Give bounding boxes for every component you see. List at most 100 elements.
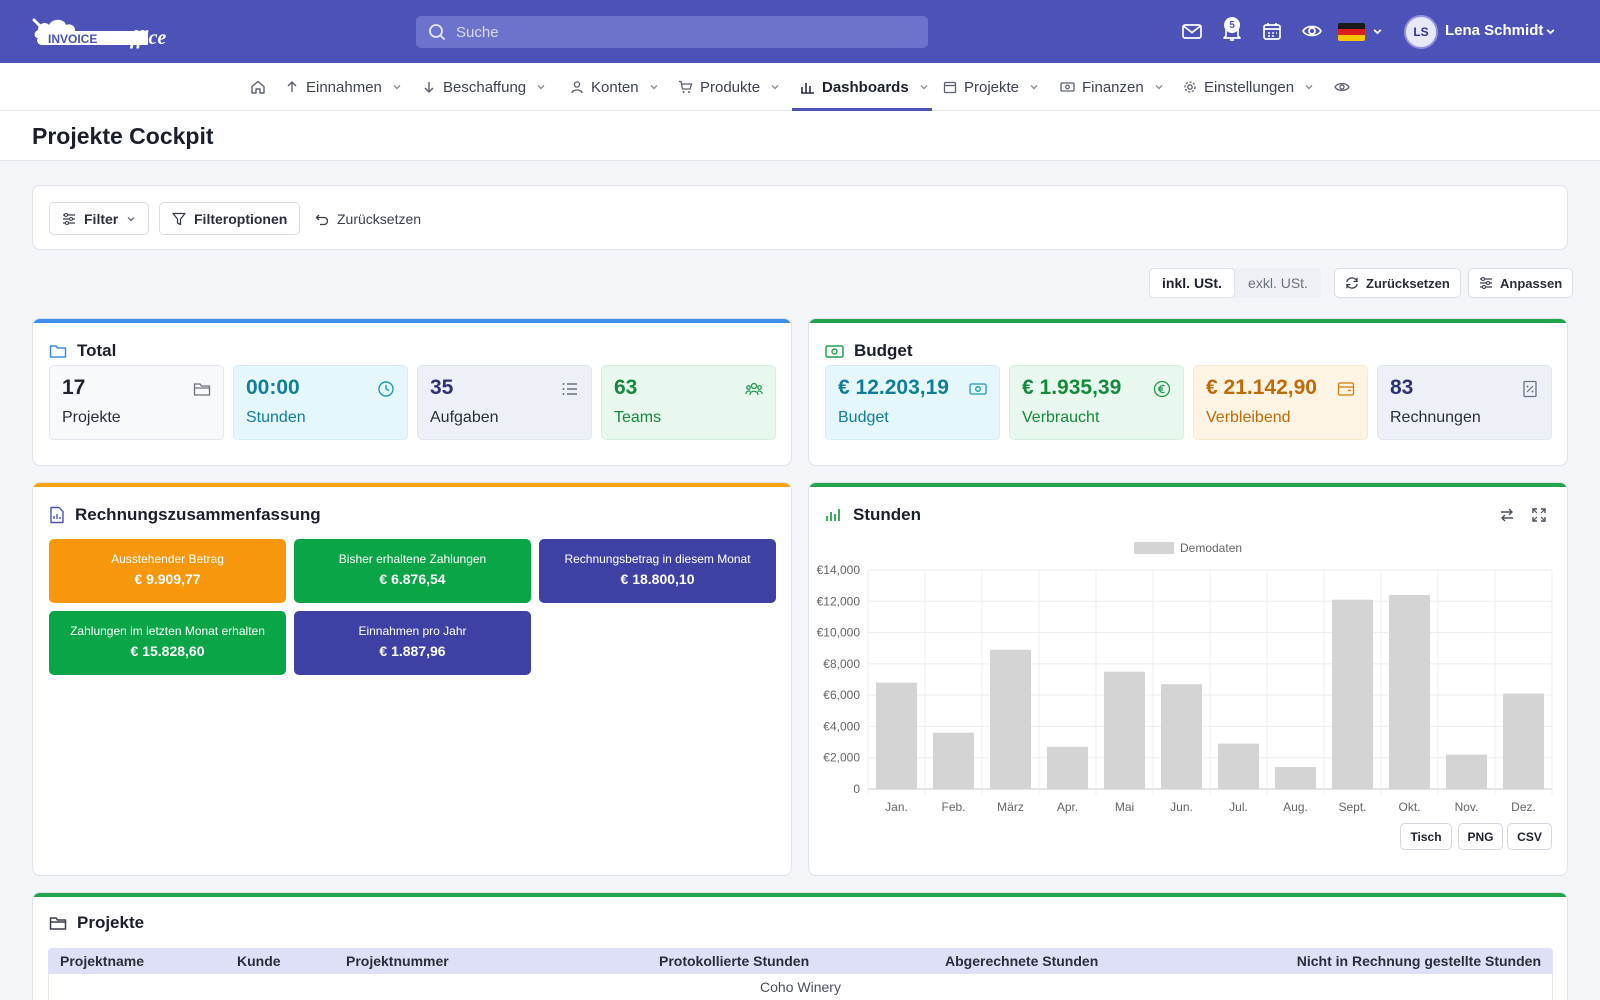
search-box[interactable] [416, 16, 928, 48]
hours-chart-card: Stunden [808, 482, 1568, 876]
table-row[interactable]: Coho Winery [48, 974, 1553, 1000]
incl-vat-option[interactable]: inkl. USt. [1149, 268, 1235, 298]
nav-produkte[interactable]: Produkte [678, 63, 780, 111]
summary-last-month[interactable]: Zahlungen im letzten Monat erhalten € 15… [49, 611, 286, 675]
chart-png-button[interactable]: PNG [1458, 823, 1503, 850]
document-icon [50, 506, 64, 524]
stat-value: 00:00 [246, 376, 300, 399]
summary-label: Rechnungsbetrag in diesem Monat [564, 552, 751, 566]
calendar-icon[interactable] [1261, 20, 1283, 42]
column-header[interactable]: Nicht in Rechnung gestellte Stunden [1296, 953, 1541, 969]
chart-bar[interactable] [932, 732, 975, 789]
legend-label[interactable]: Demodaten [1180, 541, 1242, 555]
search-input[interactable] [456, 23, 896, 41]
chart-bar[interactable] [1388, 595, 1431, 789]
gear-icon [1184, 81, 1196, 93]
nav-visibility[interactable] [1334, 63, 1350, 111]
chart-bar[interactable] [1217, 743, 1260, 789]
avatar[interactable]: LS [1404, 15, 1438, 49]
chevron-down-icon [650, 85, 658, 90]
dashboard-reset-button[interactable]: Zurücksetzen [1334, 268, 1461, 298]
chart-bar[interactable] [1160, 684, 1203, 789]
dashboard-reset-label: Zurücksetzen [1366, 275, 1450, 291]
chart-table-button[interactable]: Tisch [1400, 823, 1452, 850]
x-tick-label: Aug. [1283, 800, 1308, 814]
filter-options-label: Filteroptionen [194, 210, 288, 227]
summary-this-month[interactable]: Rechnungsbetrag in diesem Monat € 18.800… [539, 539, 776, 603]
fullscreen-icon[interactable] [1531, 507, 1547, 523]
customize-button[interactable]: Anpassen [1468, 268, 1574, 298]
x-tick-label: März [997, 800, 1024, 814]
main-nav: Einnahmen Beschaffung Konten Produkte Da… [0, 63, 1600, 111]
chart-bar[interactable] [1445, 754, 1488, 789]
summary-received[interactable]: Bisher erhaltene Zahlungen € 6.876,54 [294, 539, 531, 603]
stat-value: 35 [430, 376, 454, 399]
column-header[interactable]: Kunde [237, 953, 281, 969]
eye-icon[interactable] [1301, 20, 1323, 42]
home-icon [251, 80, 265, 94]
stat-tile-aufgaben[interactable]: 35 Aufgaben [417, 365, 592, 440]
stat-tile-teams[interactable]: 63 Teams [601, 365, 776, 440]
summary-per-year[interactable]: Einnahmen pro Jahr € 1.887,96 [294, 611, 531, 675]
stat-tile-verbraucht[interactable]: € 1.935,39 Verbraucht [1009, 365, 1184, 440]
nav-dashboards[interactable]: Dashboards [800, 63, 929, 111]
chevron-down-icon [1155, 85, 1163, 90]
y-tick-label: €14,000 [817, 563, 861, 577]
user-icon [571, 81, 583, 94]
column-header[interactable]: Projektnummer [346, 953, 449, 969]
column-header[interactable]: Abgerechnete Stunden [945, 953, 1099, 969]
clock-icon [378, 381, 394, 397]
chart-csv-button[interactable]: CSV [1507, 823, 1552, 850]
chart-bar[interactable] [875, 682, 918, 789]
filter-reset-button[interactable]: Zurücksetzen [303, 202, 434, 235]
mail-icon[interactable] [1181, 20, 1203, 42]
nav-label: Produkte [700, 78, 761, 96]
excl-vat-option[interactable]: exkl. USt. [1248, 275, 1308, 291]
column-header[interactable]: Protokollierte Stunden [659, 953, 810, 969]
y-tick-label: €12,000 [817, 594, 861, 608]
chart-bar[interactable] [989, 649, 1032, 789]
invoice-office-logo[interactable]: INVOICE office [32, 14, 177, 50]
chevron-down-icon[interactable] [1545, 26, 1556, 37]
stat-tile-rechnungen[interactable]: 83 Rechnungen [1377, 365, 1552, 440]
top-bar: INVOICE office 5 LS Lena Schmidt [0, 0, 1600, 63]
swap-icon[interactable] [1499, 507, 1515, 523]
column-header[interactable]: Projektname [60, 953, 145, 969]
nav-finanzen[interactable]: Finanzen [1060, 63, 1164, 111]
legend-swatch[interactable] [1134, 542, 1174, 554]
chart-bar[interactable] [1274, 767, 1317, 789]
nav-einnahmen[interactable]: Einnahmen [285, 63, 402, 111]
card-title-text: Budget [854, 341, 913, 360]
stat-tile-projekte[interactable]: 17 Projekte [49, 365, 224, 440]
summary-value: € 15.828,60 [130, 643, 205, 659]
calendar-icon [943, 81, 957, 94]
list-icon [562, 383, 577, 395]
wallet-icon [1337, 382, 1355, 396]
stat-tile-stunden[interactable]: 00:00 Stunden [233, 365, 408, 440]
stat-tile-budget[interactable]: € 12.203,19 Budget [825, 365, 1000, 440]
chart-bar[interactable] [1502, 693, 1545, 789]
chevron-down-icon[interactable] [1372, 26, 1383, 37]
summary-outstanding[interactable]: Ausstehender Betrag € 9.909,77 [49, 539, 286, 603]
chart-bar[interactable] [1103, 671, 1146, 789]
x-tick-label: Dez. [1511, 800, 1536, 814]
nav-einstellungen[interactable]: Einstellungen [1183, 63, 1314, 111]
arrow-up-icon [287, 81, 297, 92]
nav-home[interactable] [250, 63, 266, 111]
stat-label: Stunden [246, 409, 306, 426]
user-name[interactable]: Lena Schmidt [1445, 22, 1544, 39]
chart-bar[interactable] [1046, 746, 1089, 789]
filter-button[interactable]: Filter [49, 202, 150, 235]
stat-tile-verbleibend[interactable]: € 21.142,90 Verbleibend [1193, 365, 1368, 440]
german-flag-icon[interactable] [1338, 23, 1365, 41]
users-icon [745, 382, 763, 396]
nav-beschaffung[interactable]: Beschaffung [422, 63, 546, 111]
filter-options-button[interactable]: Filteroptionen [159, 202, 301, 235]
eye-icon [1334, 82, 1350, 92]
active-tab-indicator [792, 108, 932, 111]
chart-bar[interactable] [1331, 599, 1374, 789]
nav-label: Einstellungen [1204, 78, 1295, 96]
filter-label: Filter [84, 210, 119, 227]
nav-konten[interactable]: Konten [570, 63, 659, 111]
nav-projekte[interactable]: Projekte [943, 63, 1039, 111]
